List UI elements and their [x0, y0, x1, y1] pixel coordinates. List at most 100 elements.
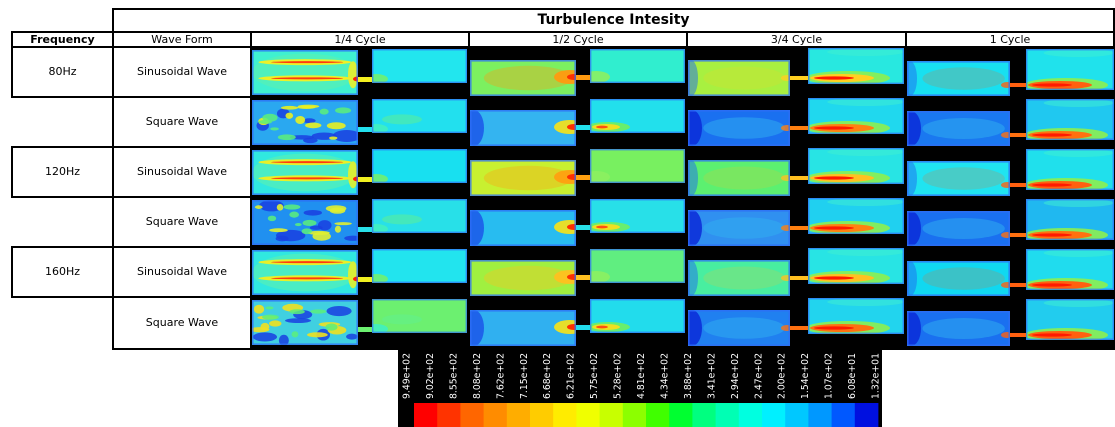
contour-band [372, 74, 388, 83]
hot-spot [254, 205, 263, 209]
cold-spot [275, 235, 289, 242]
mid-spot [291, 331, 299, 338]
left-chamber-contours [470, 210, 576, 246]
right-chamber-contours [1026, 99, 1114, 140]
hot-spot [781, 225, 790, 231]
hot-spot-core [567, 174, 576, 180]
contour-cell [469, 299, 685, 347]
header-cycle-quarter: 1/4 Cycle [250, 31, 470, 48]
jet-core [1032, 283, 1072, 287]
wave-form-cell: Square Wave [112, 196, 252, 248]
neck-channel [575, 275, 591, 280]
colorbar-tick-label: 1.07e+02 [824, 353, 835, 399]
hot-spot [285, 112, 294, 119]
frequency-label: 160Hz [44, 265, 81, 278]
left-chamber-wall [687, 110, 791, 147]
contour-band [372, 124, 388, 133]
right-chamber-wall [589, 99, 685, 133]
hot-streak-core [271, 261, 344, 264]
right-chamber-contours [372, 314, 422, 333]
mid-spot [294, 223, 302, 227]
hot-streak-core [271, 277, 344, 280]
neck-channel [357, 77, 373, 82]
right-chamber-contours [372, 74, 388, 83]
wave-form-cell: Square Wave [112, 296, 252, 350]
neck-channel [357, 227, 373, 232]
contour-cell [906, 199, 1114, 247]
colorbar-tick-label: 3.88e+02 [683, 353, 694, 399]
left-chamber [688, 160, 790, 196]
contour-grid-svg [251, 48, 1114, 347]
jet-core [814, 76, 854, 80]
mid-spot [325, 323, 338, 331]
wave-form-label: Sinusoidal Wave [137, 65, 227, 78]
left-chamber-contours [483, 65, 576, 91]
frequency-cell-160hz: 160Hz [11, 246, 114, 298]
contour-band [922, 118, 1005, 139]
hot-spot [269, 320, 282, 327]
colorbar-legend: 9.49e+02 9.02e+02 8.55e+02 8.08e+02 7.62e+02… [398, 349, 882, 427]
colorbar-tick-label: 4.34e+02 [659, 353, 670, 399]
mid-spot [335, 107, 352, 114]
contour-cell [251, 49, 467, 96]
left-chamber-wall [687, 310, 791, 347]
left-chamber-contours [688, 260, 790, 296]
colorbar-svg: 9.49e+02 9.02e+02 8.55e+02 8.08e+02 7.62e+02… [402, 353, 882, 427]
hot-spot [781, 275, 790, 281]
right-chamber-contours [590, 71, 610, 83]
hot-spot [554, 320, 576, 334]
left-chamber-wall [906, 211, 1011, 247]
left-chamber-contours [907, 261, 1010, 296]
neck-channel [1009, 133, 1027, 137]
right-chamber-wall [589, 249, 685, 283]
left-chamber-contours [688, 60, 790, 96]
right-chamber-wall [1025, 249, 1114, 290]
hot-spot [781, 325, 790, 331]
left-chamber-contours [907, 111, 1010, 146]
left-chamber-contours [907, 311, 1010, 346]
contour-cell [906, 99, 1114, 147]
colorbar-tick-label: 9.02e+02 [425, 353, 436, 399]
header-wave-form: Wave Form [112, 31, 252, 48]
contour-band [703, 266, 785, 290]
neck-channel [357, 127, 373, 132]
right-chamber-wall [371, 199, 467, 233]
right-chamber-wall [371, 49, 467, 83]
left-chamber-wall [687, 160, 791, 197]
neck-channel [789, 226, 809, 230]
header-wave-form-label: Wave Form [151, 33, 213, 46]
contour-band [703, 117, 785, 139]
mid-spot [270, 127, 279, 131]
right-chamber [372, 49, 467, 83]
right-chamber-contours [808, 98, 904, 134]
hot-spot [326, 122, 346, 130]
cold-band [907, 311, 921, 346]
title-text: Turbulence Intesity [537, 12, 690, 28]
colorbar-tick-label: 2.94e+02 [730, 353, 741, 399]
colorbar-tick-label: 6.08e+01 [847, 353, 858, 399]
hot-streak [348, 161, 358, 189]
right-chamber-wall [589, 149, 685, 183]
right-chamber-wall [1025, 149, 1114, 190]
cold-band [907, 111, 921, 146]
colorbar-swatch [831, 403, 856, 427]
contour-band [703, 66, 785, 90]
right-chamber [372, 149, 467, 183]
contour-cell [687, 98, 904, 147]
colorbar-swatch [483, 403, 508, 427]
right-chamber [372, 249, 467, 283]
right-chamber-wall [1025, 299, 1114, 340]
right-chamber-contours [1026, 49, 1114, 90]
left-chamber-contours [470, 310, 576, 346]
contour-cell [687, 198, 904, 247]
neck-channel [789, 176, 809, 180]
contour-band [590, 271, 610, 283]
header-cycle-label: 1/4 Cycle [334, 33, 386, 46]
colorbar-tick-label: 5.28e+02 [613, 353, 624, 399]
right-chamber-wall [807, 298, 904, 334]
header-cycle-label: 1 Cycle [989, 33, 1031, 46]
colorbar-tick-label: 1.32e+01 [871, 353, 882, 399]
wave-form-cell: Sinusoidal Wave [112, 146, 252, 198]
left-chamber-wall [906, 311, 1011, 347]
neck-channel [575, 125, 591, 130]
